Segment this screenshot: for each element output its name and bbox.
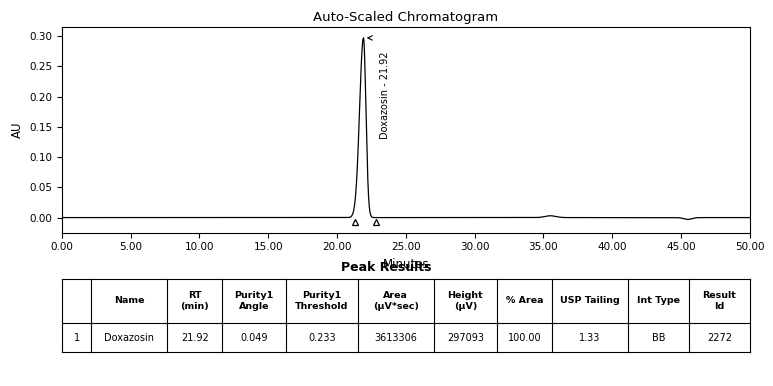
Y-axis label: AU: AU: [11, 122, 23, 138]
Text: Peak Results: Peak Results: [341, 261, 432, 274]
Text: Result
Id: Result Id: [703, 291, 737, 311]
Text: Height
(μV): Height (μV): [448, 291, 483, 311]
Text: Purity1
Angle: Purity1 Angle: [234, 291, 274, 311]
Text: 0.049: 0.049: [240, 333, 268, 343]
Text: % Area: % Area: [506, 296, 543, 305]
Text: 1.33: 1.33: [580, 333, 601, 343]
Text: 21.92: 21.92: [181, 333, 209, 343]
Text: RT
(min): RT (min): [181, 291, 209, 311]
Title: Auto-Scaled Chromatogram: Auto-Scaled Chromatogram: [313, 12, 499, 24]
Text: Purity1
Threshold: Purity1 Threshold: [295, 291, 349, 311]
Text: 100.00: 100.00: [508, 333, 541, 343]
X-axis label: Minutes: Minutes: [383, 258, 429, 271]
Text: 0.233: 0.233: [308, 333, 335, 343]
Text: BB: BB: [652, 333, 666, 343]
Text: 1: 1: [73, 333, 80, 343]
Text: 3613306: 3613306: [374, 333, 417, 343]
Text: Area
(μV*sec): Area (μV*sec): [373, 291, 419, 311]
Text: Name: Name: [114, 296, 145, 305]
Text: Int Type: Int Type: [637, 296, 680, 305]
Text: Doxazosin: Doxazosin: [104, 333, 155, 343]
Text: 2272: 2272: [707, 333, 732, 343]
Text: 297093: 297093: [447, 333, 484, 343]
Text: USP Tailing: USP Tailing: [560, 296, 620, 305]
Text: Doxazosin - 21.92: Doxazosin - 21.92: [380, 51, 390, 139]
